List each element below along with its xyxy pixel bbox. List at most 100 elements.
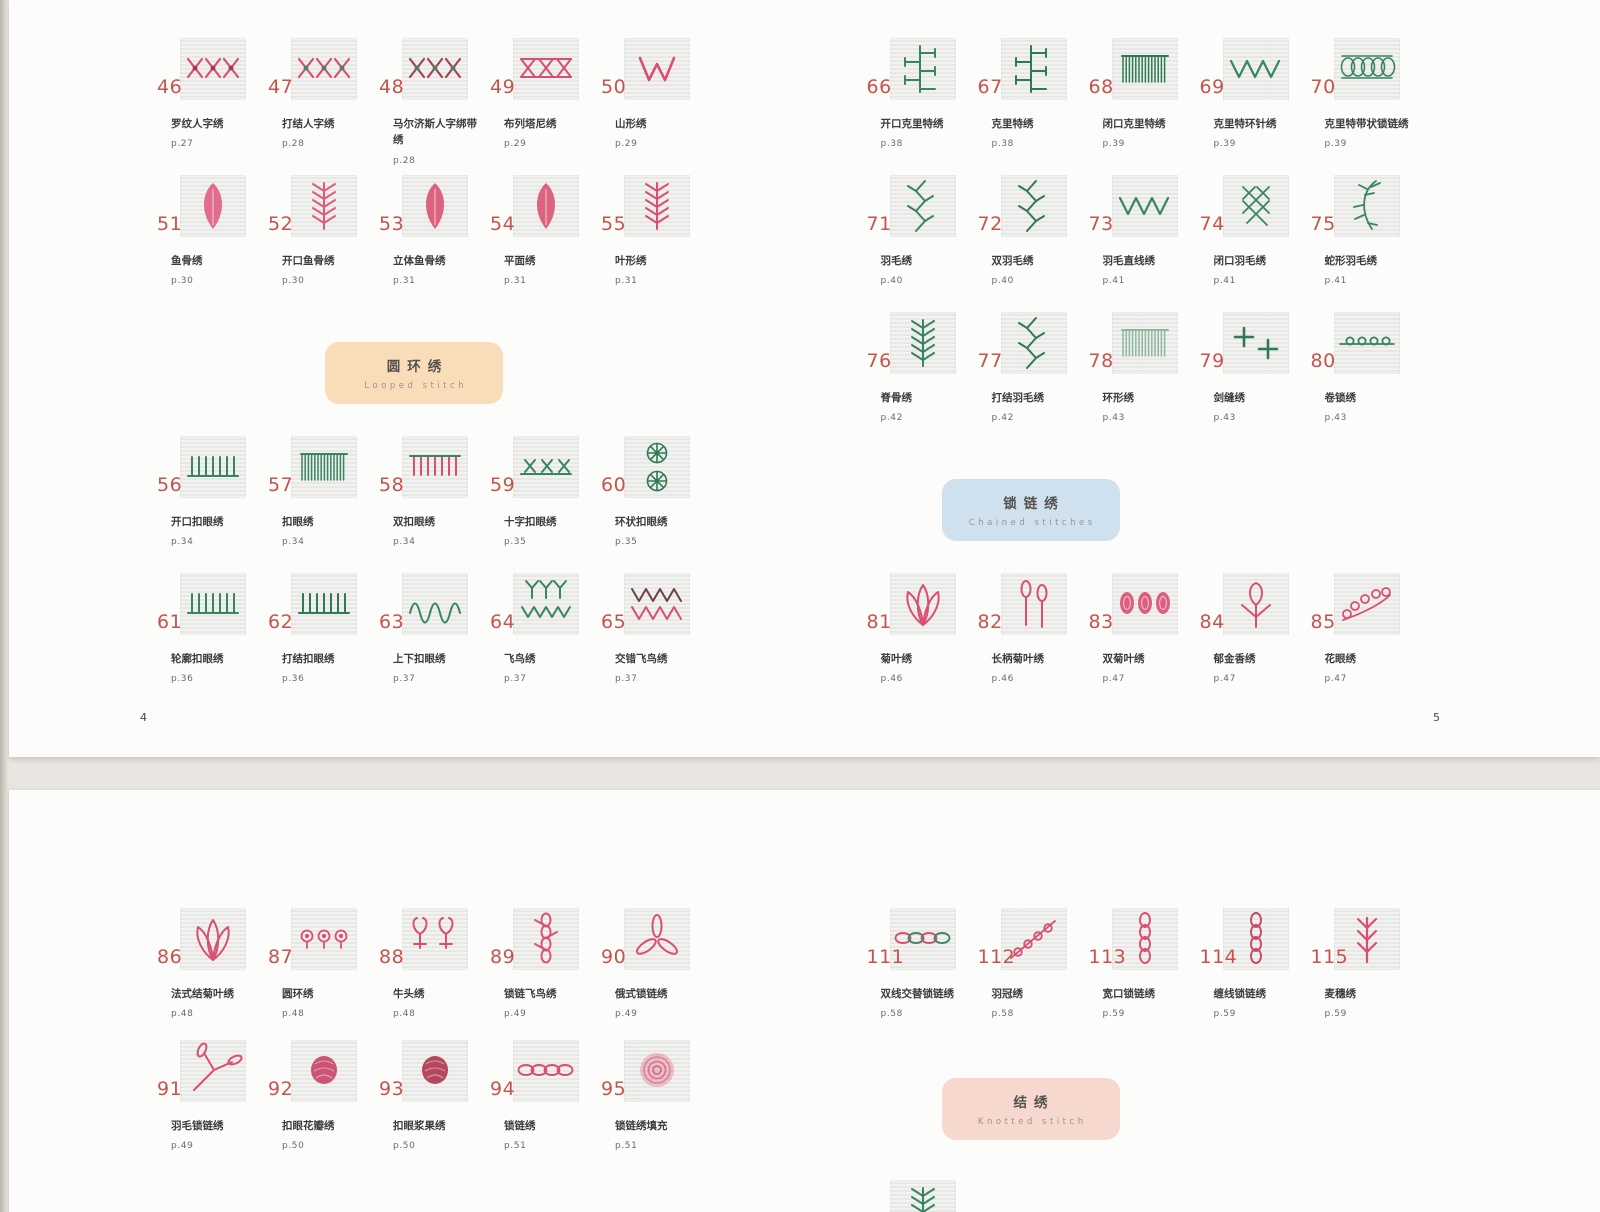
stitch-swatch	[1333, 312, 1400, 374]
stitch-number: 58	[379, 474, 405, 496]
stitch-item: 51 鱼骨绣 p.30	[157, 175, 268, 286]
stitch-name: 卷锁绣	[1324, 392, 1357, 404]
stitch-page-ref: p.51	[615, 1141, 638, 1152]
stitch-name: 立体鱼骨绣	[393, 255, 446, 267]
stitch-name: 打结羽毛绣	[991, 392, 1045, 404]
stitch-swatch	[624, 573, 690, 635]
stitch-page-ref: p.37	[393, 674, 416, 685]
stitch-swatch	[1111, 573, 1178, 635]
stitch-item: 82 长柄菊叶绣 p.46	[978, 573, 1089, 684]
book-page: 111 双线交替锁链绣 p.58 112 羽冠绣 p.58 113 宽口锁链绣 p.59 114 缠…	[805, 790, 1600, 1212]
stitch-swatch	[1000, 312, 1067, 374]
stitch-name: 宽口锁链绣	[1102, 988, 1156, 1000]
stitch-name: 克里特带状锁链绣	[1324, 118, 1409, 130]
stitch-number: 73	[1088, 213, 1114, 235]
stitch-item: 113 宽口锁链绣 p.59	[1089, 908, 1200, 1019]
stitch-item: 54 平面绣 p.31	[490, 175, 601, 286]
stitch-swatch	[889, 1180, 956, 1212]
stitch-number: 83	[1088, 611, 1114, 633]
stitch-swatch	[1000, 175, 1067, 237]
stitch-item	[867, 1180, 978, 1212]
stitch-number: 63	[379, 611, 405, 633]
stitch-number: 113	[1088, 946, 1127, 968]
stitch-swatch	[513, 1040, 579, 1102]
stitch-illustration	[408, 57, 462, 79]
stitch-swatch	[1222, 312, 1289, 374]
stitch-item: 67 克里特绣 p.38	[978, 38, 1089, 149]
stitch-name: 锁链飞鸟绣	[504, 988, 557, 1000]
stitch-page-ref: p.27	[171, 139, 194, 150]
stitch-name: 扣眼绣	[282, 516, 314, 528]
stitch-page-ref: p.50	[393, 1141, 416, 1152]
stitch-page-ref: p.43	[1102, 413, 1125, 424]
stitch-item: 112 羽冠绣 p.58	[978, 908, 1089, 1019]
stitch-illustration	[910, 319, 935, 367]
stitch-swatch	[291, 1040, 357, 1102]
stitch-number: 67	[977, 76, 1003, 98]
stitch-page-ref: p.36	[282, 674, 305, 685]
stitch-illustration	[1229, 59, 1280, 79]
stitch-number: 91	[157, 1078, 183, 1100]
stitch-illustration	[910, 1187, 935, 1212]
stitch-illustration	[1119, 592, 1170, 614]
stitch-page-ref: p.47	[1324, 674, 1347, 685]
stitch-number: 70	[1310, 76, 1336, 98]
stitch-item: 58 双扣眼绣 p.34	[379, 436, 490, 547]
stitch-swatch	[513, 175, 579, 237]
stitch-item: 95 锁链绣填充 p.51	[601, 1040, 712, 1151]
stitch-number: 62	[268, 611, 294, 633]
stitch-number: 77	[977, 350, 1003, 372]
stitch-illustration	[204, 183, 222, 229]
badge-subtitle: Knotted stitch	[977, 1117, 1087, 1127]
stitch-illustration	[196, 919, 230, 961]
stitch-name: 克里特环针绣	[1213, 118, 1277, 130]
stitch-item: 76 脊骨绣 p.42	[867, 312, 978, 423]
stitch-page-ref: p.43	[1213, 413, 1236, 424]
stitch-page-ref: p.42	[880, 413, 903, 424]
stitch-item: 52 开口鱼骨绣 p.30	[268, 175, 379, 286]
stitch-number: 89	[490, 946, 516, 968]
stitch-illustration	[1017, 180, 1045, 232]
stitch-swatch	[180, 175, 246, 237]
stitch-swatch	[1333, 175, 1400, 237]
stitch-illustration	[409, 602, 461, 624]
stitch-item: 70 克里特带状锁链绣 p.39	[1311, 38, 1422, 149]
stitch-item: 92 扣眼花瓣绣 p.50	[268, 1040, 379, 1151]
stitch-number: 50	[601, 76, 627, 98]
stitch-illustration	[187, 593, 239, 614]
stitch-swatch	[1333, 908, 1400, 970]
stitch-page-ref: p.48	[171, 1009, 194, 1020]
stitch-number: 56	[157, 474, 183, 496]
stitch-number: 92	[268, 1078, 294, 1100]
stitch-page-ref: p.37	[504, 674, 527, 685]
stitch-illustration	[1341, 587, 1391, 621]
stitch-number: 57	[268, 474, 294, 496]
stitch-item: 93 扣眼浆果绣 p.50	[379, 1040, 490, 1151]
stitch-illustration	[1352, 180, 1381, 230]
stitch-page-ref: p.39	[1102, 139, 1125, 150]
stitch-name: 双羽毛绣	[991, 255, 1034, 267]
stitch-swatch	[291, 908, 357, 970]
stitch-name: 双扣眼绣	[393, 516, 435, 528]
stitch-number: 64	[490, 611, 516, 633]
stitch-swatch	[291, 436, 357, 498]
stitch-name: 脊骨绣	[880, 392, 913, 404]
stitch-illustration	[1241, 186, 1270, 226]
stitch-swatch	[180, 436, 246, 498]
stitch-number: 84	[1199, 611, 1225, 633]
stitch-page-ref: p.59	[1324, 1009, 1347, 1020]
stitch-item: 88 牛头绣 p.48	[379, 908, 490, 1019]
page-number: 5	[1433, 711, 1440, 724]
stitch-name: 飞鸟绣	[504, 653, 536, 665]
stitch-swatch	[291, 38, 357, 100]
stitch-page-ref: p.35	[504, 537, 527, 548]
stitch-number: 85	[1310, 611, 1336, 633]
stitch-item: 87 圆环绣 p.48	[268, 908, 379, 1019]
stitch-name: 鱼骨绣	[171, 255, 203, 267]
stitch-page-ref: p.29	[615, 139, 638, 150]
stitch-name: 羽冠绣	[991, 988, 1024, 1000]
stitch-page-ref: p.40	[991, 276, 1014, 287]
stitch-name: 马尔济斯人字绑带绣	[393, 118, 477, 147]
stitch-page-ref: p.48	[282, 1009, 305, 1020]
book-page: 46 罗纹人字绣 p.27 47 打结人字绣 p.28 48 马尔济斯人字绑带绣 p.28 49 布…	[9, 0, 805, 757]
